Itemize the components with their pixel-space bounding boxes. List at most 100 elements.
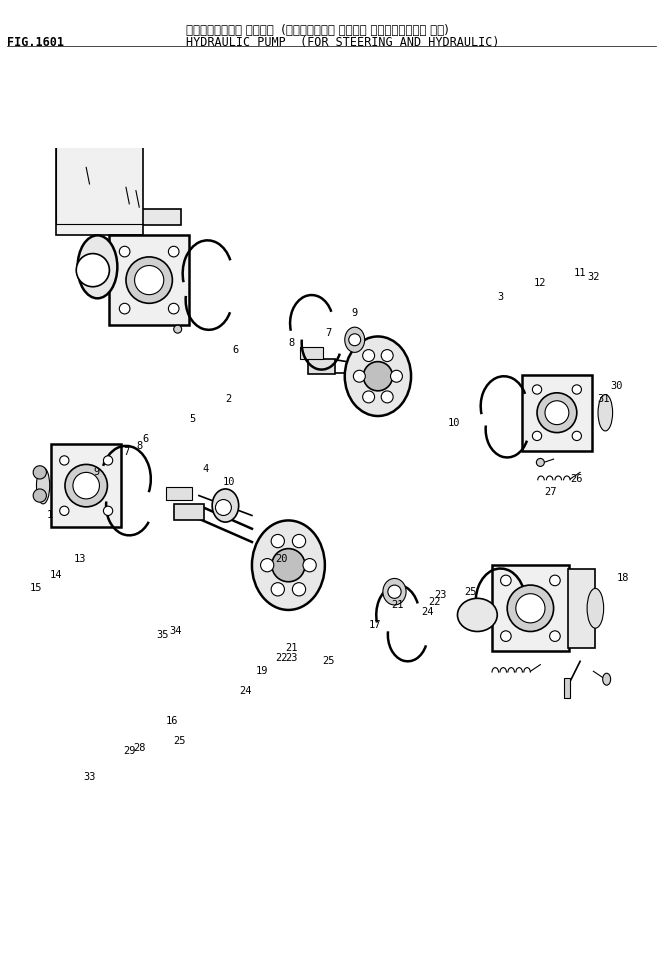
- Circle shape: [215, 499, 231, 515]
- Ellipse shape: [457, 599, 497, 631]
- Bar: [52, 445, 121, 527]
- Ellipse shape: [603, 673, 611, 685]
- Bar: [568, 568, 595, 648]
- Circle shape: [271, 535, 284, 548]
- Ellipse shape: [345, 336, 411, 416]
- Circle shape: [501, 575, 511, 585]
- Text: 21: 21: [392, 600, 404, 610]
- Circle shape: [532, 431, 542, 441]
- Text: 29: 29: [123, 746, 135, 756]
- Text: 26: 26: [571, 474, 583, 484]
- Text: 10: 10: [448, 418, 460, 427]
- Text: 21: 21: [286, 643, 298, 653]
- Circle shape: [388, 585, 401, 599]
- Circle shape: [168, 246, 179, 257]
- Circle shape: [174, 325, 182, 333]
- Bar: [492, 565, 568, 651]
- Text: 13: 13: [74, 554, 86, 563]
- Circle shape: [353, 371, 365, 382]
- Text: 30: 30: [611, 381, 623, 391]
- Bar: [109, 236, 189, 325]
- Text: 4: 4: [202, 464, 209, 474]
- Text: 23: 23: [286, 653, 298, 663]
- Circle shape: [60, 506, 69, 515]
- Text: 35: 35: [156, 629, 168, 640]
- Bar: [56, 125, 143, 236]
- Bar: [564, 678, 570, 697]
- Circle shape: [126, 257, 172, 304]
- Text: 22: 22: [276, 653, 288, 663]
- Text: 6: 6: [143, 434, 149, 445]
- Circle shape: [33, 466, 46, 479]
- Text: 6: 6: [232, 345, 239, 354]
- Circle shape: [303, 559, 316, 572]
- Circle shape: [168, 304, 179, 314]
- Circle shape: [103, 456, 113, 465]
- Text: HYDRAULIC PUMP  (FOR STEERING AND HYDRAULIC): HYDRAULIC PUMP (FOR STEERING AND HYDRAUL…: [186, 36, 499, 50]
- Text: 34: 34: [170, 627, 182, 636]
- Text: 5: 5: [189, 414, 196, 424]
- Ellipse shape: [36, 468, 50, 504]
- Text: 33: 33: [84, 772, 95, 783]
- Circle shape: [103, 506, 113, 515]
- Text: 15: 15: [30, 583, 42, 593]
- Circle shape: [272, 549, 305, 582]
- Text: 23: 23: [435, 590, 447, 600]
- Text: 31: 31: [597, 395, 609, 404]
- Bar: [78, 209, 180, 225]
- Text: 22: 22: [428, 597, 440, 606]
- Ellipse shape: [345, 328, 365, 353]
- Text: 28: 28: [133, 742, 145, 753]
- Circle shape: [572, 431, 581, 441]
- Text: 24: 24: [239, 686, 251, 696]
- Text: 2: 2: [225, 395, 232, 404]
- Text: 1: 1: [46, 511, 53, 520]
- Circle shape: [261, 559, 274, 572]
- Bar: [522, 375, 591, 451]
- Ellipse shape: [383, 579, 406, 604]
- Circle shape: [572, 385, 581, 394]
- Ellipse shape: [212, 489, 239, 522]
- Circle shape: [271, 582, 284, 596]
- Text: 19: 19: [256, 666, 268, 676]
- Text: 32: 32: [587, 272, 599, 282]
- Text: 20: 20: [276, 554, 288, 563]
- Text: ハイトゞロリック ホンプゞ  (ステアリンクゞ オヨヒゞ ハイトゞロリック ヨウ): ハイトゞロリック ホンプゞ (ステアリンクゞ オヨヒゞ ハイトゞロリック ヨウ): [186, 24, 448, 37]
- Text: 7: 7: [325, 329, 332, 338]
- Bar: [174, 504, 204, 520]
- Text: 25: 25: [465, 586, 477, 597]
- Circle shape: [292, 582, 306, 596]
- Text: 27: 27: [544, 488, 556, 497]
- Circle shape: [381, 391, 393, 403]
- Circle shape: [516, 594, 545, 623]
- Circle shape: [363, 391, 375, 403]
- Circle shape: [391, 371, 402, 382]
- Ellipse shape: [267, 552, 310, 604]
- Circle shape: [537, 393, 577, 433]
- Circle shape: [60, 456, 69, 465]
- Text: 14: 14: [50, 570, 62, 581]
- Bar: [308, 359, 335, 374]
- Text: 8: 8: [288, 338, 295, 348]
- Text: 7: 7: [123, 447, 129, 458]
- Circle shape: [119, 304, 130, 314]
- Circle shape: [507, 585, 554, 631]
- Text: 24: 24: [422, 606, 434, 617]
- Circle shape: [363, 350, 375, 361]
- Bar: [300, 347, 323, 359]
- Text: 18: 18: [617, 574, 629, 583]
- Circle shape: [363, 362, 392, 391]
- Text: 12: 12: [534, 279, 546, 288]
- Bar: [166, 487, 192, 500]
- Text: 3: 3: [497, 291, 504, 302]
- Circle shape: [349, 333, 361, 346]
- Circle shape: [501, 630, 511, 642]
- Circle shape: [536, 459, 544, 467]
- Circle shape: [135, 265, 164, 295]
- Circle shape: [73, 472, 99, 499]
- Ellipse shape: [252, 520, 325, 610]
- Text: 8: 8: [136, 441, 143, 451]
- Text: 17: 17: [369, 620, 381, 629]
- Circle shape: [532, 385, 542, 394]
- Circle shape: [545, 400, 569, 424]
